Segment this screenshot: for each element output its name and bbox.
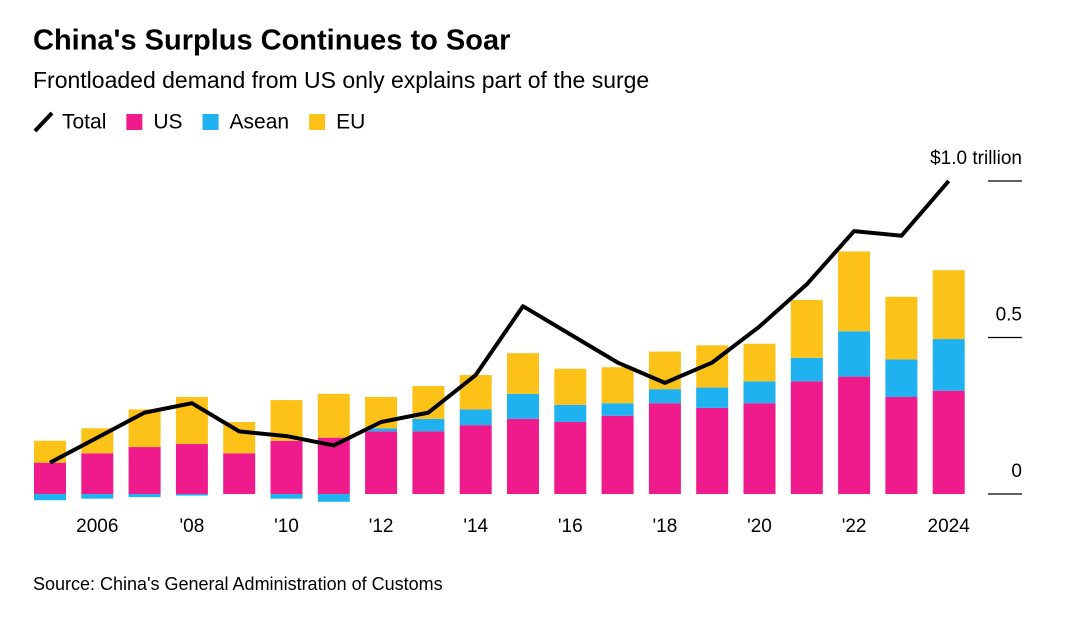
bar <box>270 440 303 494</box>
y-tick-label: $1.0 trillion <box>930 148 1022 169</box>
x-tick-label: '22 <box>842 516 867 537</box>
bar <box>34 440 66 463</box>
bar <box>838 251 871 332</box>
bar <box>790 381 823 494</box>
bar <box>128 409 161 448</box>
bar <box>412 431 445 494</box>
y-tick-label: 0 <box>1011 461 1022 482</box>
x-tick-label: '12 <box>369 516 394 537</box>
bar <box>317 493 350 502</box>
bar <box>932 339 965 391</box>
bar <box>507 353 539 394</box>
bar <box>885 359 918 397</box>
bar <box>459 375 492 410</box>
bar <box>81 453 114 494</box>
bar <box>365 431 398 494</box>
bar <box>932 270 965 340</box>
bar <box>128 447 161 494</box>
bar <box>223 453 256 494</box>
bar <box>34 462 66 494</box>
legend-label: EU <box>336 111 365 134</box>
bar <box>790 299 823 358</box>
bar <box>932 390 965 494</box>
bar <box>743 381 776 404</box>
x-tick-label: '08 <box>180 516 205 537</box>
bar <box>743 343 776 382</box>
bar <box>648 389 681 404</box>
y-tick-label: 0.5 <box>996 305 1022 326</box>
bar <box>601 367 634 404</box>
bar <box>412 418 445 432</box>
x-tick-label: '16 <box>558 516 583 537</box>
x-tick-label: '14 <box>463 516 488 537</box>
bar <box>696 407 729 494</box>
legend-swatch <box>202 114 219 130</box>
bar <box>459 425 492 494</box>
x-tick-label: '18 <box>653 516 678 537</box>
bar <box>838 376 871 494</box>
bar <box>648 403 681 494</box>
x-tick-label: '10 <box>274 516 299 537</box>
bar <box>317 393 350 438</box>
bar <box>34 493 66 501</box>
source: Source: China's General Administration o… <box>33 574 443 594</box>
bar <box>175 493 208 496</box>
legend-label: Asean <box>230 111 290 134</box>
x-tick-label: 2006 <box>76 516 118 537</box>
bar <box>554 421 587 494</box>
bar <box>175 443 208 494</box>
bar <box>790 357 823 382</box>
x-tick-label: 2024 <box>928 516 971 537</box>
bar <box>601 415 634 494</box>
bar <box>554 368 587 405</box>
bar <box>365 428 398 432</box>
bar <box>270 493 303 499</box>
chart-subtitle: Frontloaded demand from US only explains… <box>33 67 649 93</box>
bar <box>507 418 539 494</box>
legend-label: Total <box>62 111 106 134</box>
line <box>49 179 951 465</box>
bar <box>507 393 539 419</box>
bar <box>885 396 918 494</box>
bar <box>838 331 871 377</box>
x-tick-label: '20 <box>747 516 772 537</box>
bar <box>696 387 729 408</box>
bar <box>601 403 634 416</box>
bar <box>128 493 161 498</box>
bar <box>743 403 776 494</box>
legend-swatch <box>126 114 143 130</box>
bar <box>885 296 918 360</box>
chart-title: China's Surplus Continues to Soar <box>33 25 510 57</box>
legend-label: US <box>153 111 182 134</box>
bar <box>554 404 587 422</box>
legend-swatch <box>33 111 54 133</box>
bar <box>81 493 114 499</box>
bar <box>459 409 492 426</box>
legend-swatch <box>309 114 326 130</box>
